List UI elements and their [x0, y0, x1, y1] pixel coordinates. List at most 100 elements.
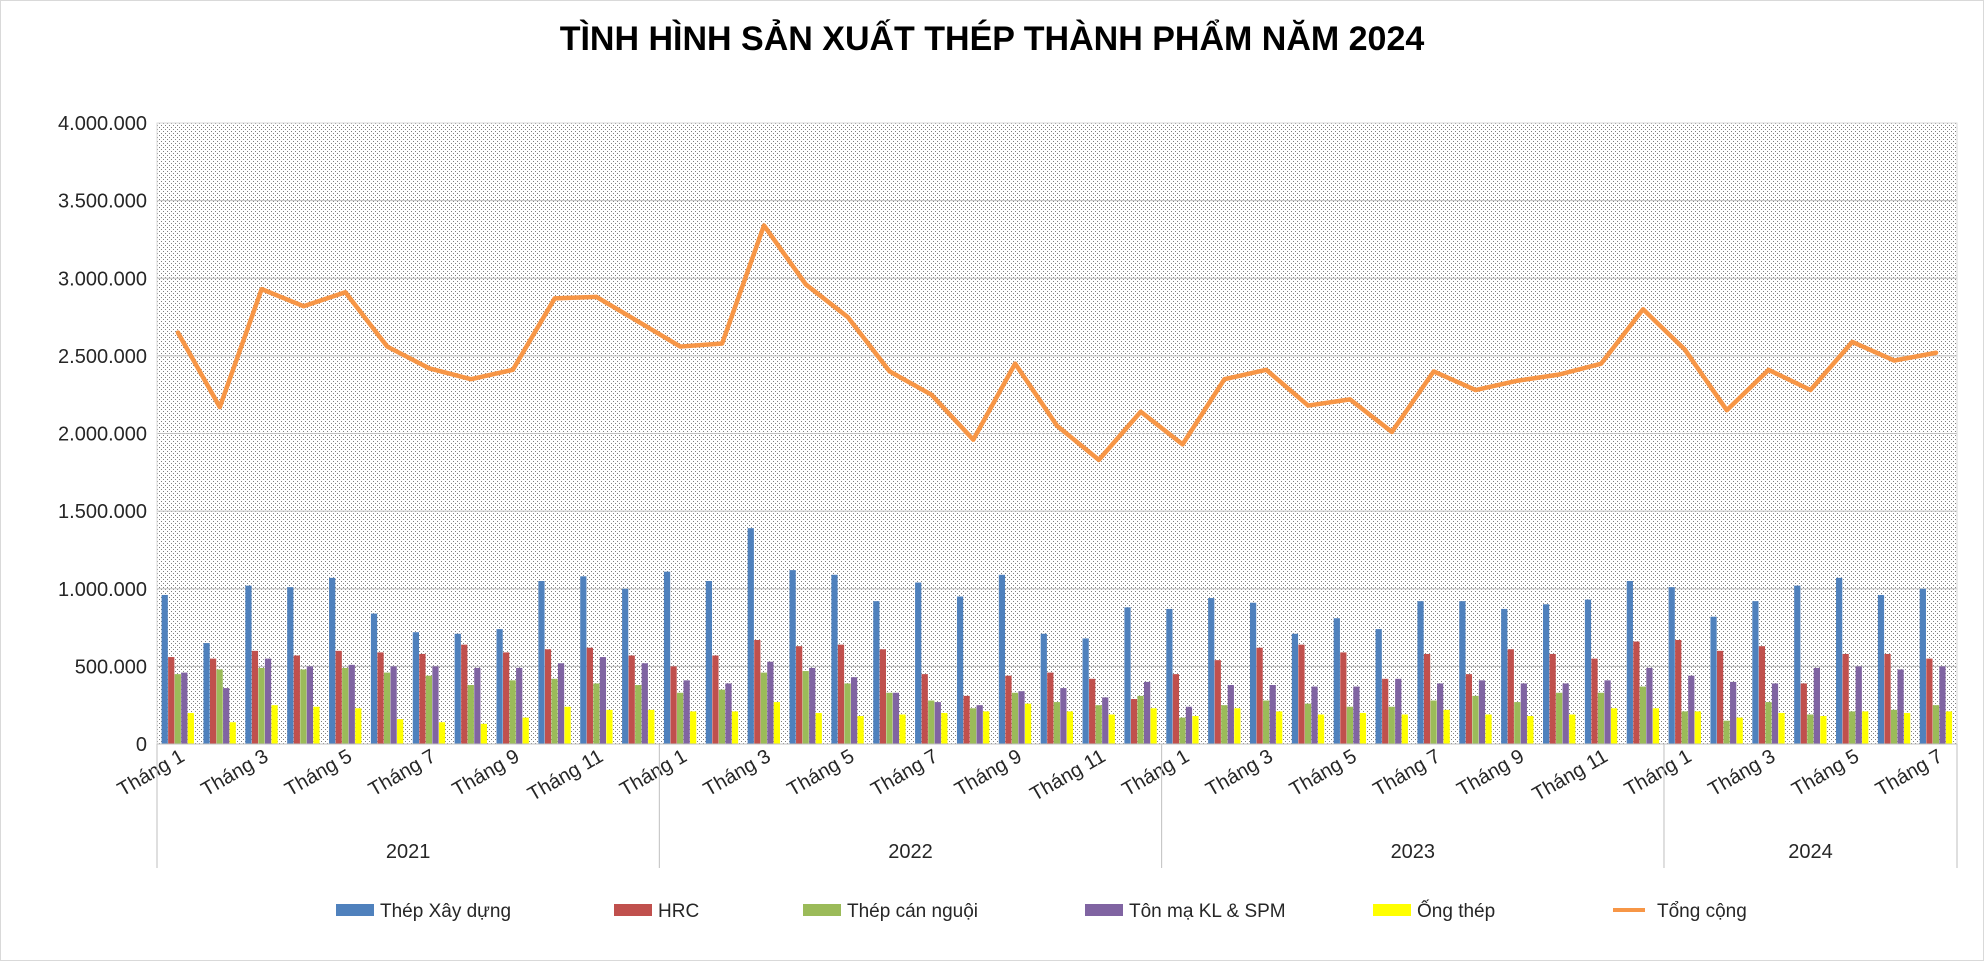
- bar-t-n-m-kl-spm: [1897, 669, 1903, 744]
- bar-th-p-x-y-d-ng: [1794, 586, 1800, 744]
- year-label: 2023: [1391, 841, 1436, 863]
- bar-th-p-c-n-ngu-i: [803, 671, 809, 744]
- bar-th-p-c-n-ngu-i: [1012, 693, 1018, 744]
- bar-hrc: [1843, 654, 1849, 744]
- bar-hrc: [963, 696, 969, 744]
- y-tick-label: 4.000.000: [58, 113, 147, 135]
- y-tick-label: 1.500.000: [58, 501, 147, 523]
- bar--ng-th-p: [1569, 715, 1575, 744]
- bar-t-n-m-kl-spm: [1939, 666, 1945, 744]
- legend-swatch: [336, 904, 374, 916]
- bar-t-n-m-kl-spm: [684, 680, 690, 744]
- bar--ng-th-p: [1778, 713, 1784, 744]
- bar-th-p-c-n-ngu-i: [635, 685, 641, 744]
- bar-th-p-x-y-d-ng: [1250, 603, 1256, 744]
- bar-th-p-x-y-d-ng: [1543, 604, 1549, 744]
- bar-th-p-x-y-d-ng: [1334, 618, 1340, 744]
- bar-t-n-m-kl-spm: [1186, 707, 1192, 744]
- bar-t-n-m-kl-spm: [1772, 683, 1778, 744]
- bar-th-p-c-n-ngu-i: [217, 669, 223, 744]
- bar-hrc: [210, 659, 216, 744]
- legend-label: Thép Xây dựng: [380, 901, 511, 922]
- legend-label: Thép cán nguội: [847, 901, 978, 922]
- bar--ng-th-p: [732, 711, 738, 744]
- bar-t-n-m-kl-spm: [600, 657, 606, 744]
- bar-t-n-m-kl-spm: [1311, 687, 1317, 744]
- bar-t-n-m-kl-spm: [809, 668, 815, 744]
- bar-th-p-x-y-d-ng: [496, 629, 502, 744]
- bar-hrc: [754, 640, 760, 744]
- bar-th-p-c-n-ngu-i: [1472, 696, 1478, 744]
- bar-hrc: [252, 651, 258, 744]
- bar--ng-th-p: [941, 713, 947, 744]
- bar-th-p-x-y-d-ng: [664, 572, 670, 744]
- bar-hrc: [1257, 648, 1263, 744]
- bar-t-n-m-kl-spm: [725, 683, 731, 744]
- bar-hrc: [377, 652, 383, 744]
- bar-th-p-c-n-ngu-i: [1430, 701, 1436, 744]
- bar-t-n-m-kl-spm: [935, 702, 941, 744]
- bar--ng-th-p: [1904, 713, 1910, 744]
- bar--ng-th-p: [774, 702, 780, 744]
- legend-swatch: [1085, 904, 1123, 916]
- bar-hrc: [1717, 651, 1723, 744]
- bar-th-p-c-n-ngu-i: [1263, 701, 1269, 744]
- bar-th-p-c-n-ngu-i: [468, 685, 474, 744]
- bar-th-p-x-y-d-ng: [957, 597, 963, 744]
- bar-th-p-x-y-d-ng: [1669, 587, 1675, 744]
- bar-t-n-m-kl-spm: [977, 705, 983, 744]
- bar-t-n-m-kl-spm: [1688, 676, 1694, 744]
- bar-th-p-c-n-ngu-i: [677, 693, 683, 744]
- bar-th-p-c-n-ngu-i: [719, 690, 725, 744]
- legend-label: Tổng cộng: [1657, 901, 1747, 922]
- bar-hrc: [838, 645, 844, 744]
- bar-hrc: [1508, 649, 1514, 744]
- bar-th-p-x-y-d-ng: [371, 614, 377, 744]
- legend-swatch: [614, 904, 652, 916]
- bar--ng-th-p: [1444, 710, 1450, 744]
- bar-t-n-m-kl-spm: [851, 677, 857, 744]
- bar-hrc: [922, 674, 928, 744]
- bar-th-p-x-y-d-ng: [1585, 600, 1591, 744]
- bar-th-p-x-y-d-ng: [538, 581, 544, 744]
- bar-th-p-c-n-ngu-i: [1096, 705, 1102, 744]
- legend-label: HRC: [658, 901, 699, 922]
- bar--ng-th-p: [690, 711, 696, 744]
- legend-swatch: [1373, 904, 1411, 916]
- bar-th-p-x-y-d-ng: [245, 586, 251, 744]
- bar-hrc: [1047, 673, 1053, 744]
- bar-hrc: [629, 656, 635, 744]
- bar-t-n-m-kl-spm: [1437, 683, 1443, 744]
- bar-th-p-c-n-ngu-i: [1724, 721, 1730, 744]
- bar-t-n-m-kl-spm: [558, 663, 564, 744]
- bar--ng-th-p: [355, 708, 361, 744]
- bar--ng-th-p: [1402, 715, 1408, 744]
- bar-t-n-m-kl-spm: [642, 663, 648, 744]
- bar-t-n-m-kl-spm: [181, 673, 187, 744]
- bar-hrc: [880, 649, 886, 744]
- bar-th-p-x-y-d-ng: [1124, 607, 1130, 744]
- bar--ng-th-p: [899, 715, 905, 744]
- bar-th-p-c-n-ngu-i: [1221, 705, 1227, 744]
- year-label: 2022: [888, 841, 933, 863]
- bar-t-n-m-kl-spm: [349, 665, 355, 744]
- bar-t-n-m-kl-spm: [893, 693, 899, 744]
- bar-th-p-c-n-ngu-i: [761, 673, 767, 744]
- bar-th-p-x-y-d-ng: [999, 575, 1005, 744]
- bar-th-p-x-y-d-ng: [873, 601, 879, 744]
- bar-th-p-c-n-ngu-i: [1849, 711, 1855, 744]
- bar-t-n-m-kl-spm: [474, 668, 480, 744]
- y-tick-label: 0: [136, 734, 147, 756]
- bar-th-p-c-n-ngu-i: [928, 701, 934, 744]
- bar--ng-th-p: [313, 707, 319, 744]
- year-label: 2024: [1788, 841, 1833, 863]
- bar-th-p-c-n-ngu-i: [1598, 693, 1604, 744]
- bar--ng-th-p: [564, 707, 570, 744]
- bar--ng-th-p: [523, 718, 529, 744]
- bar-t-n-m-kl-spm: [1479, 680, 1485, 744]
- bar--ng-th-p: [983, 711, 989, 744]
- bar-th-p-c-n-ngu-i: [175, 674, 181, 744]
- bar-th-p-c-n-ngu-i: [1054, 702, 1060, 744]
- bar-th-p-c-n-ngu-i: [551, 679, 557, 744]
